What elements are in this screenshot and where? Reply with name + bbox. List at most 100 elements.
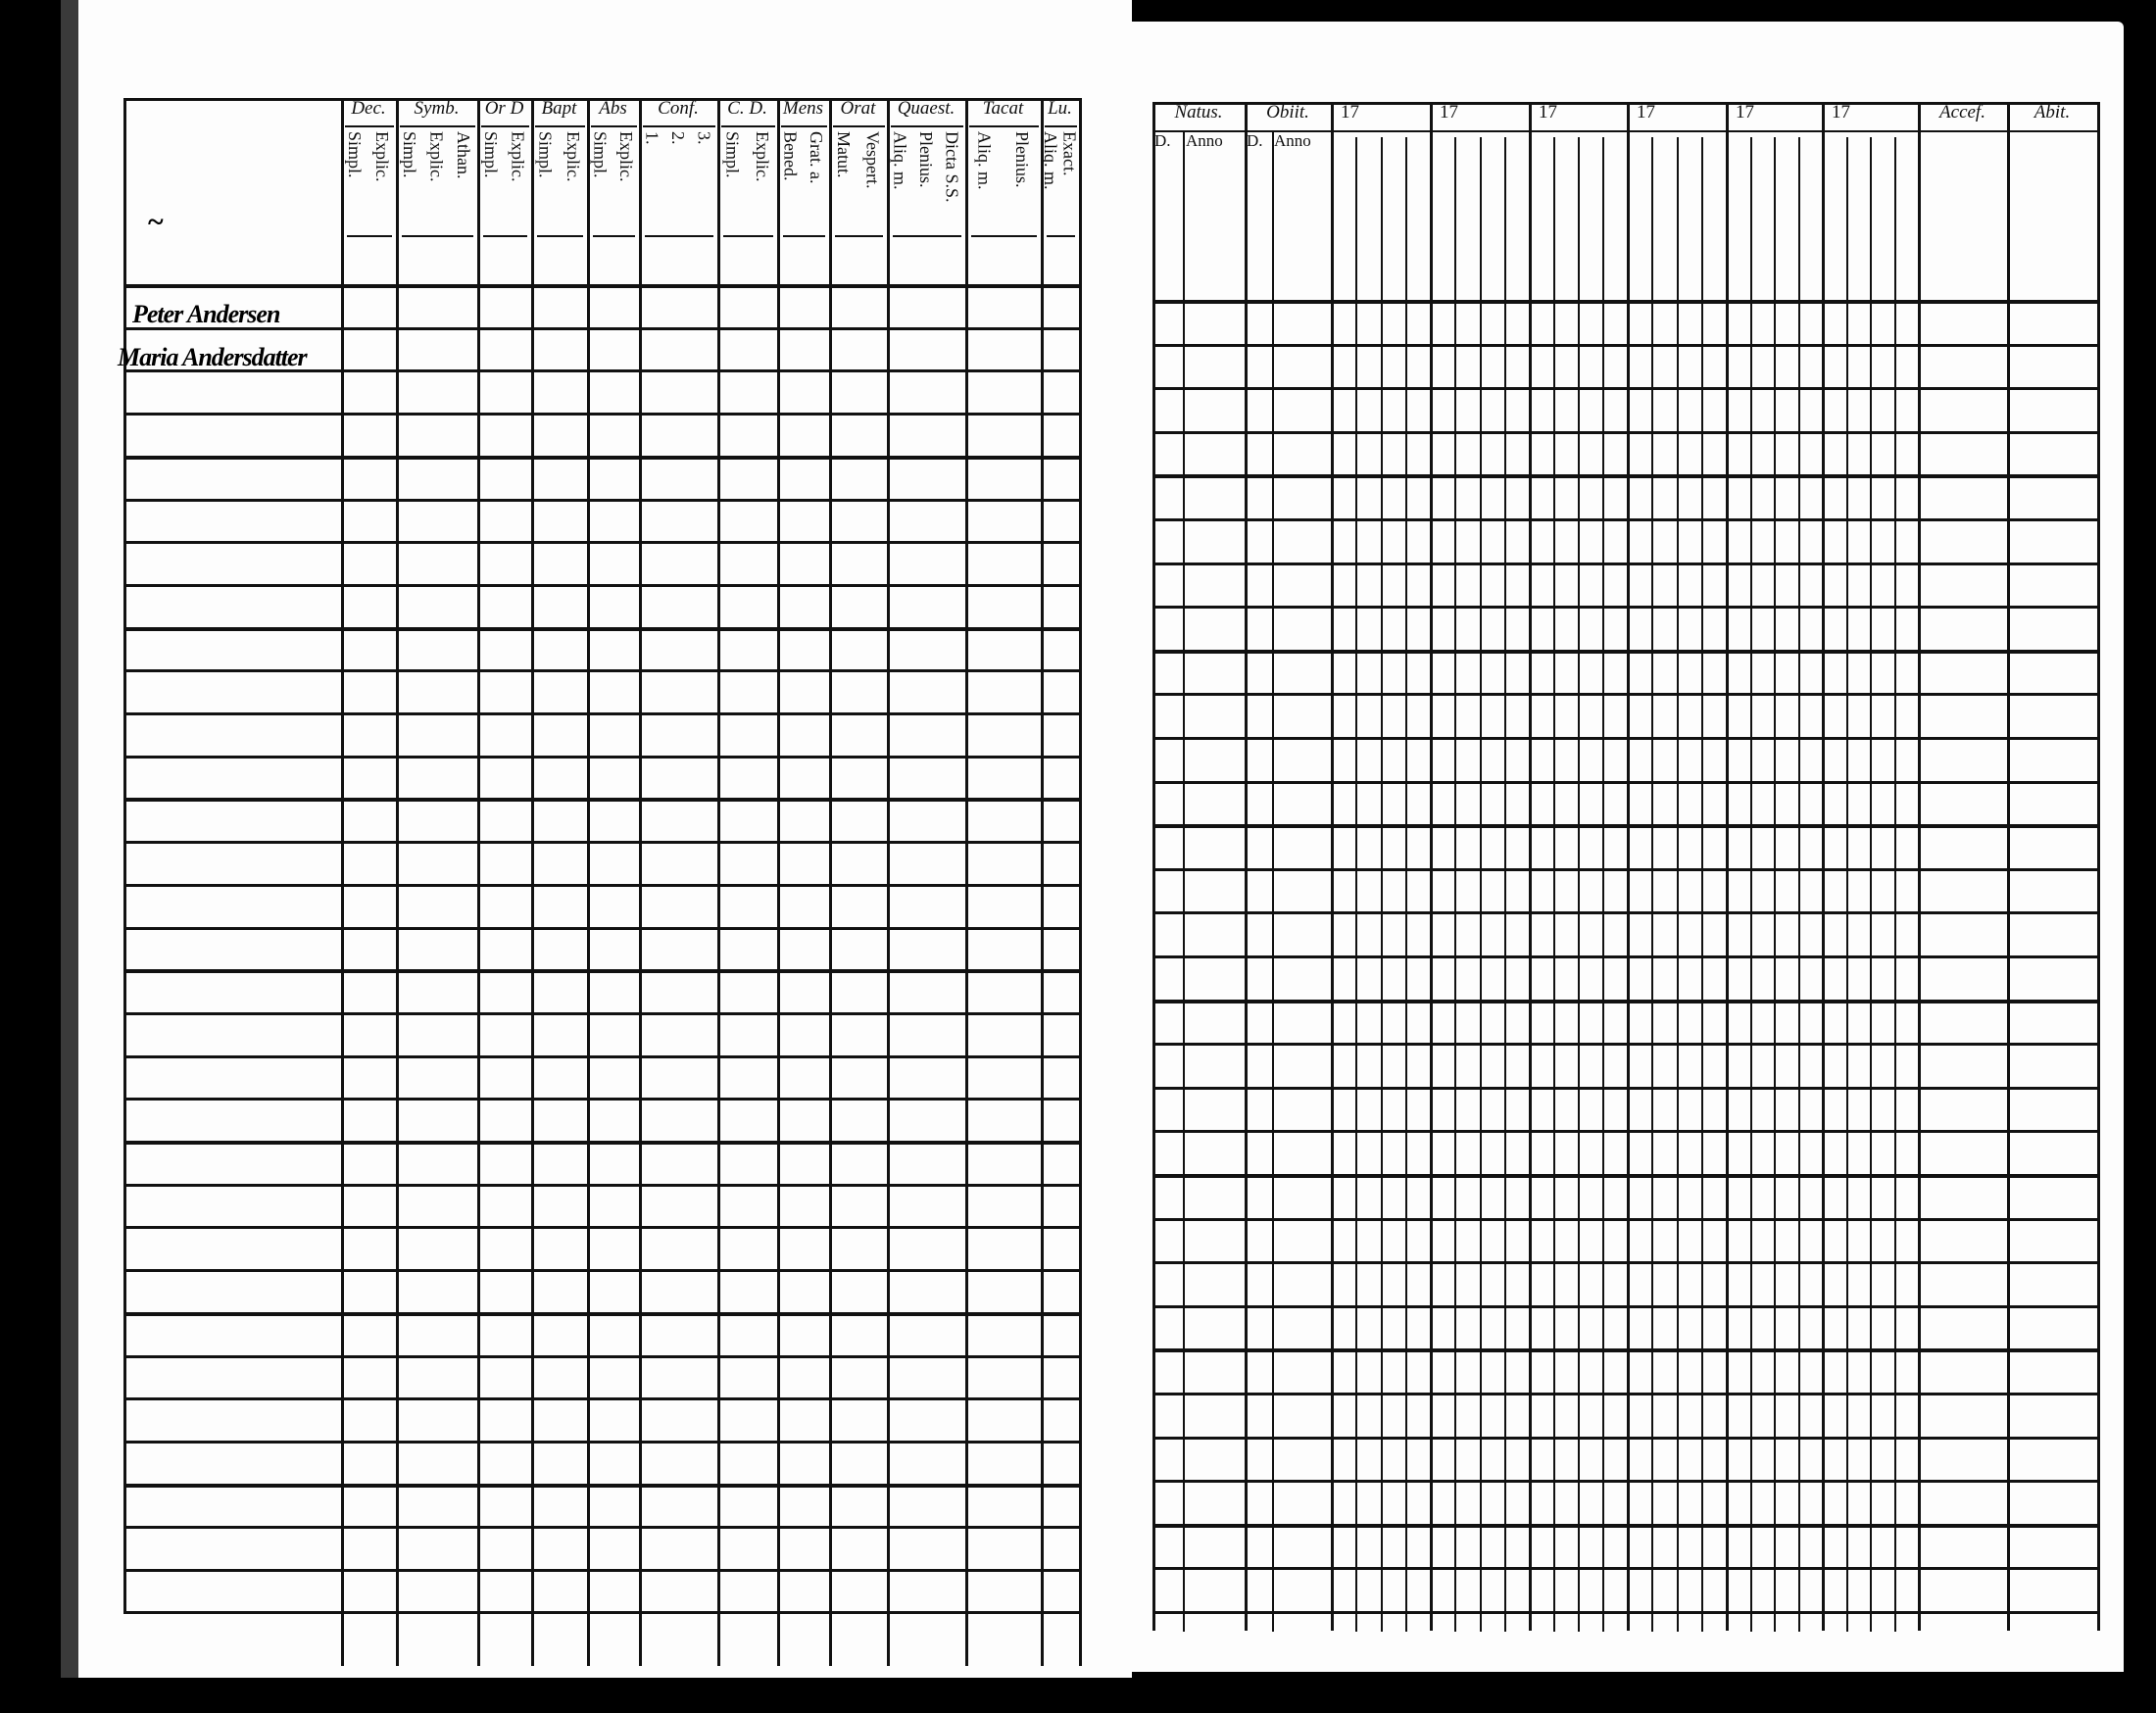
header-divider <box>483 235 527 237</box>
subcolumn-label: Bened. <box>780 131 801 181</box>
column-header: Orat <box>840 98 876 119</box>
row-line <box>1152 562 2097 565</box>
column-header: Mens <box>782 98 824 119</box>
row-line <box>1152 1348 2097 1353</box>
row-line <box>123 969 1079 974</box>
row-line <box>123 583 1079 587</box>
subcolumn-label: Explic. <box>615 131 636 182</box>
header-divider <box>971 235 1037 237</box>
row-line <box>1152 1217 2097 1221</box>
subcolumn-labels: Simpl. Explic. <box>587 131 639 229</box>
subcolumn-label: Simpl. <box>535 131 556 178</box>
subcolumn-label: Explic. <box>563 131 583 182</box>
row-line <box>1152 867 2097 871</box>
header-divider <box>893 235 961 237</box>
header-divider <box>400 125 475 127</box>
row-line <box>123 1141 1079 1145</box>
handwritten-entry-2: Maria Andersdatter <box>118 343 308 371</box>
row-line <box>123 1569 1079 1572</box>
header-divider <box>643 125 715 127</box>
subcolumn-label: Simpl. <box>399 131 419 178</box>
subcolumn-labels: Simpl. Explic. <box>531 131 587 229</box>
subcolumn-line <box>1870 137 1872 1632</box>
subcolumn-labels: Simpl. Explic. <box>717 131 777 229</box>
natus-year-label: Anno <box>1186 131 1223 150</box>
row-line <box>123 1311 1079 1316</box>
row-line <box>123 841 1079 845</box>
row-line <box>1152 606 2097 610</box>
row-line <box>123 755 1079 759</box>
subcolumn-line <box>1183 132 1185 1632</box>
row-line <box>1152 1043 2097 1047</box>
row-line <box>123 1483 1079 1488</box>
column-line <box>1331 102 1334 1631</box>
handwritten-entry-1: Peter Andersen <box>132 300 280 328</box>
subcolumn-line <box>1845 137 1848 1632</box>
row-line <box>123 413 1079 416</box>
row-line <box>123 1183 1079 1187</box>
column-line <box>2007 102 2010 1631</box>
subcolumn-labels: Matut. Vespert. <box>829 131 887 229</box>
handwritten-scribble: ~ <box>147 206 164 238</box>
header-divider <box>1045 125 1077 127</box>
column-header: Conf. <box>658 98 699 119</box>
column-header: C. D. <box>727 98 767 119</box>
subcolumn-label: Explic. <box>508 131 528 182</box>
row-line <box>1152 693 2097 697</box>
header-divider <box>721 125 775 127</box>
column-line <box>477 98 480 1666</box>
column-header: Symb. <box>414 98 460 119</box>
subcolumn-label: Simpl. <box>590 131 611 178</box>
subcolumn-line <box>1272 132 1274 1632</box>
row-line <box>123 626 1079 631</box>
row-line <box>123 1054 1079 1058</box>
column-header: Or D <box>484 98 524 119</box>
table-top-border <box>1152 102 2097 105</box>
table-bottom-border <box>123 1611 1079 1614</box>
subcolumn-labels: Aliq. m. Plenius. <box>965 131 1041 229</box>
row-line <box>123 669 1079 673</box>
row-line <box>1152 737 2097 740</box>
natus-day-label: D. <box>1154 131 1171 150</box>
column-line <box>1079 98 1082 1666</box>
header-divider <box>347 235 392 237</box>
header-divider <box>537 235 583 237</box>
column-line <box>396 98 399 1666</box>
subcolumn-label: 1. <box>642 131 662 145</box>
row-line <box>1152 999 2097 1003</box>
subcolumn-labels: Simpl. Explic. <box>341 131 396 229</box>
column-line <box>1041 98 1044 1666</box>
subcolumn-label: Exact. <box>1059 131 1079 176</box>
column-line <box>1822 102 1825 1631</box>
header-divider <box>969 125 1039 127</box>
row-line <box>1152 1261 2097 1265</box>
year-column-header: 17 <box>1736 102 1754 122</box>
column-line <box>1529 102 1532 1631</box>
row-line <box>1152 824 2097 829</box>
row-line <box>123 1526 1079 1530</box>
row-line <box>123 883 1079 887</box>
subcolumn-label: Grat. a. <box>806 131 826 184</box>
column-line <box>2097 102 2100 1631</box>
subcolumn-line <box>1749 137 1752 1632</box>
row-line <box>123 326 1079 330</box>
subcolumn-line <box>1676 137 1679 1632</box>
header-divider <box>891 125 963 127</box>
year-column-header: 17 <box>1637 102 1655 122</box>
header-divider <box>535 125 585 127</box>
header-divider <box>593 235 635 237</box>
obiit-year-label: Anno <box>1274 131 1311 150</box>
subcolumn-labels: Simpl. Explic. <box>477 131 531 229</box>
column-line <box>887 98 890 1666</box>
subcolumn-label: Explic. <box>426 131 447 182</box>
right-page <box>1107 22 2124 1672</box>
column-line <box>1152 102 1155 1631</box>
subcolumn-line <box>1404 137 1407 1632</box>
column-header: Lu. <box>1048 98 1072 119</box>
row-line <box>1152 1130 2097 1134</box>
row-line <box>123 1440 1079 1444</box>
row-line <box>1152 430 2097 434</box>
subcolumn-labels: Simpl. Explic. Athan. <box>396 131 477 229</box>
column-line <box>341 98 344 1666</box>
column-header: Dec. <box>351 98 386 119</box>
